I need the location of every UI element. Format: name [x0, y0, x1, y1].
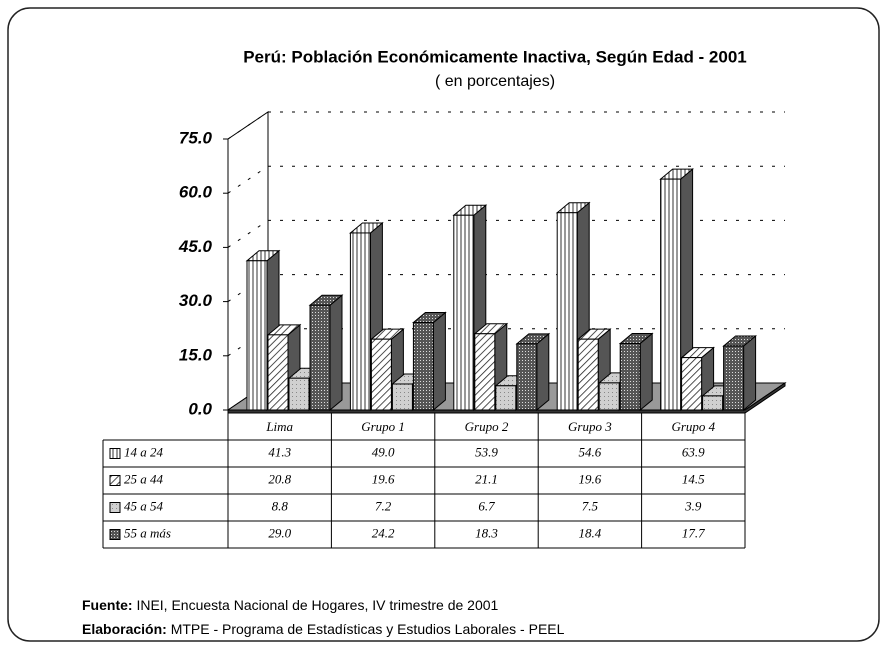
table-cell: 7.5: [582, 498, 599, 513]
source: Fuente: INEI, Encuesta Nacional de Hogar…: [82, 597, 499, 613]
back-wall: [268, 112, 790, 383]
source-text: INEI, Encuesta Nacional de Hogares, IV t…: [136, 597, 498, 613]
y-tick-label: 30.0: [179, 291, 213, 310]
x-tick-label: Grupo 1: [361, 419, 405, 434]
table-cell: 53.9: [475, 444, 498, 459]
bar-front: [660, 178, 682, 411]
x-tick-label: Grupo 4: [671, 419, 715, 434]
bar-front: [412, 322, 434, 411]
table-cell: 19.6: [579, 471, 602, 486]
grid-line: [227, 111, 269, 140]
table-cell: 3.9: [684, 498, 702, 513]
bar-side: [432, 311, 446, 412]
legend-label: 55 a más: [124, 525, 171, 540]
bar-front: [598, 382, 620, 411]
bar-front: [370, 338, 392, 411]
credit: Elaboración: MTPE - Programa de Estadíst…: [82, 621, 565, 637]
source-label: Fuente:: [82, 597, 133, 613]
bar-front: [474, 333, 496, 411]
bar-front: [577, 338, 599, 411]
table-cell: 41.3: [268, 444, 291, 459]
table-cell: 18.4: [579, 525, 602, 540]
bar-front: [702, 395, 724, 411]
table-cell: 6.7: [478, 498, 495, 513]
chart-title: Perú: Población Económicamente Inactiva,…: [243, 47, 747, 66]
credit-text: MTPE - Programa de Estadísticas y Estudi…: [171, 621, 565, 637]
bar: [308, 294, 344, 412]
x-tick-label: Grupo 2: [465, 419, 509, 434]
legend-key: [109, 448, 121, 459]
grid-line: [227, 219, 269, 248]
bar-front: [288, 377, 310, 411]
y-tick-label: 60.0: [179, 183, 213, 202]
table-cell: 63.9: [682, 444, 705, 459]
table-cell: 19.6: [372, 471, 395, 486]
table-cell: 17.7: [682, 525, 705, 540]
bar-front: [556, 212, 578, 411]
table-cell: 8.8: [272, 498, 289, 513]
x-tick-label: Lima: [265, 419, 293, 434]
y-tick-label: 15.0: [179, 345, 213, 364]
bar-front: [619, 343, 641, 411]
x-tick-label: Grupo 3: [568, 419, 612, 434]
bar: [412, 311, 447, 412]
legend-label: 14 a 24: [124, 444, 164, 459]
table-cell: 18.3: [475, 525, 498, 540]
bar-front: [681, 357, 703, 411]
bar-side: [536, 332, 550, 412]
bar-front: [246, 260, 268, 411]
legend-key: [109, 475, 121, 486]
bar-front: [453, 214, 475, 411]
table-cell: 21.1: [475, 471, 498, 486]
y-tick-label: 0.0: [188, 399, 212, 418]
bar: [659, 168, 694, 412]
grid-line: [227, 165, 269, 194]
table-cell: 20.8: [268, 471, 291, 486]
bar-front: [391, 383, 413, 411]
bar-front: [309, 304, 331, 411]
bar-front: [495, 385, 517, 411]
legend-label: 25 a 44: [124, 471, 164, 486]
bar-front: [516, 343, 538, 411]
table-cell: 14.5: [682, 471, 705, 486]
table-cell: 54.6: [579, 444, 602, 459]
bar: [618, 332, 654, 412]
bar-side: [639, 332, 653, 412]
table-cell: 7.2: [375, 498, 392, 513]
table-cell: 49.0: [372, 444, 395, 459]
bar-side: [743, 334, 757, 412]
bar: [515, 332, 551, 412]
legend-key: [109, 502, 121, 513]
y-tick-label: 45.0: [178, 237, 213, 256]
bar: [722, 334, 757, 412]
chart-subtitle: ( en porcentajes): [435, 73, 555, 90]
table-cell: 24.2: [372, 525, 395, 540]
y-tick-label: 75.0: [179, 128, 213, 147]
credit-label: Elaboración:: [82, 621, 167, 637]
bar-side: [329, 294, 343, 412]
table-cell: 29.0: [268, 525, 291, 540]
bar-front: [267, 334, 289, 411]
bar-front: [723, 345, 745, 411]
legend-key: [109, 529, 121, 540]
bar-front: [349, 232, 371, 411]
legend-label: 45 a 54: [124, 498, 164, 513]
